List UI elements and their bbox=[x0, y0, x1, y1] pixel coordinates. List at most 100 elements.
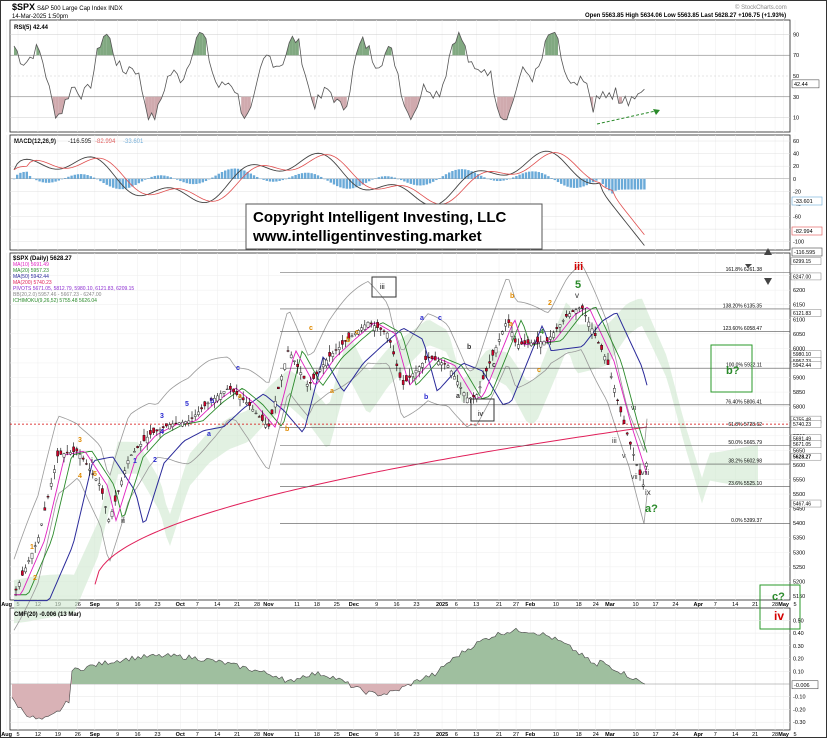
cmf-fill bbox=[510, 630, 513, 684]
wave-vi: vi bbox=[631, 405, 637, 412]
macd-histogram-bar bbox=[54, 178, 57, 182]
macd-histogram-bar bbox=[150, 176, 153, 179]
cmf-fill bbox=[159, 654, 162, 684]
macd-tag bbox=[791, 226, 823, 236]
cmf-fill bbox=[531, 632, 534, 684]
candle-body bbox=[181, 421, 184, 427]
fib-level-label: 50.0% 5665.79 bbox=[728, 440, 762, 446]
wave-label: c bbox=[355, 329, 359, 336]
candle-body bbox=[248, 401, 251, 406]
macd-histogram-bar bbox=[332, 178, 336, 185]
cmf-fill bbox=[15, 684, 18, 708]
candle-body bbox=[40, 523, 43, 526]
candle-body bbox=[283, 363, 287, 370]
x-tick-label: 25 bbox=[334, 602, 340, 608]
candle-body bbox=[229, 385, 232, 390]
cmf-fill bbox=[261, 670, 264, 684]
macd-tag-value: -82.994 bbox=[794, 229, 813, 235]
rsi-oversold-fill bbox=[55, 96, 59, 119]
macd-histogram-bar bbox=[294, 175, 297, 179]
cmf-fill bbox=[210, 658, 213, 684]
macd-histogram-bar bbox=[627, 178, 630, 190]
rsi-tick: 70 bbox=[793, 53, 799, 59]
price-legend-item: PIVOTS 5671.05, 5812.79, 5980.10, 6121.8… bbox=[13, 286, 134, 292]
price-legend-item: MA(10) 5691.49 bbox=[13, 262, 49, 268]
macd-histogram-bar bbox=[476, 174, 480, 179]
x-tick-label: Feb bbox=[525, 602, 535, 608]
macd-histogram-bar bbox=[595, 178, 598, 181]
cmf-fill bbox=[603, 661, 606, 684]
candle-body bbox=[638, 469, 642, 475]
cmf-fill bbox=[246, 666, 249, 684]
cmf-fill bbox=[477, 641, 480, 684]
macd-histogram-bar bbox=[224, 170, 227, 179]
macd-histogram-bar bbox=[198, 178, 201, 184]
wave-c-question: c? bbox=[772, 591, 785, 603]
cmf-fill bbox=[507, 632, 510, 684]
cmf-fill bbox=[228, 662, 231, 684]
cmf-fill bbox=[417, 679, 420, 684]
wave-label: b bbox=[210, 398, 214, 405]
candle-body bbox=[449, 370, 453, 376]
macd-histogram-bar bbox=[115, 178, 118, 189]
wave-label: b bbox=[510, 293, 514, 300]
candle-body bbox=[635, 464, 639, 466]
cmf-fill bbox=[276, 676, 279, 684]
cmf-fill bbox=[600, 660, 603, 684]
candle-body bbox=[552, 332, 555, 338]
cmf-fill bbox=[465, 648, 468, 684]
cmf-fill bbox=[384, 684, 387, 695]
macd-histogram-bar bbox=[44, 178, 48, 183]
rsi-label: RSI(5) 42.44 bbox=[14, 25, 49, 31]
macd-histogram-bar bbox=[131, 178, 134, 187]
macd-tag-value: -116.595 bbox=[794, 250, 815, 256]
candle-body bbox=[37, 537, 40, 543]
macd-histogram-bar bbox=[368, 178, 371, 182]
candle-body bbox=[571, 310, 575, 313]
candle-body bbox=[24, 567, 27, 573]
candle-body bbox=[459, 386, 463, 389]
macd-histogram-bar bbox=[438, 178, 441, 179]
candle-body bbox=[376, 322, 379, 328]
candle-body bbox=[235, 391, 239, 395]
macd-histogram-bar bbox=[291, 176, 294, 179]
cmf-fill bbox=[471, 646, 474, 684]
candle-body bbox=[475, 394, 479, 399]
x-tick-label-bottom: 12 bbox=[35, 732, 41, 738]
cmf-fill bbox=[360, 684, 363, 692]
rsi-overbought-fill bbox=[295, 38, 299, 56]
macd-histogram-bar bbox=[307, 172, 310, 179]
x-tick-label: 14 bbox=[214, 602, 220, 608]
cmf-fill bbox=[243, 666, 246, 684]
macd-histogram-bar bbox=[425, 178, 428, 185]
price-tag-value: 5980.10 bbox=[793, 352, 811, 358]
x-tick-label: Sep bbox=[90, 602, 101, 608]
cmf-fill bbox=[297, 678, 300, 684]
x-tick-label: 18 bbox=[576, 602, 582, 608]
candle-body bbox=[408, 375, 411, 378]
x-tick-label-bottom: 16 bbox=[134, 732, 140, 738]
wave-label: 3 bbox=[160, 413, 164, 420]
cmf-fill bbox=[393, 684, 396, 691]
wave-label: 3 bbox=[78, 437, 82, 444]
macd-value: -116.595 bbox=[68, 139, 92, 145]
candle-body bbox=[574, 309, 578, 314]
cmf-fill bbox=[165, 653, 168, 684]
rsi-overbought-fill bbox=[196, 32, 200, 56]
cmf-fill bbox=[189, 655, 192, 684]
cmf-fill bbox=[351, 684, 354, 688]
macd-histogram-bar bbox=[316, 175, 320, 179]
macd-tick: -60 bbox=[793, 215, 801, 221]
cmf-fill bbox=[423, 675, 426, 684]
cmf-fill bbox=[240, 666, 243, 684]
cmf-fill bbox=[30, 684, 33, 718]
cmf-fill bbox=[504, 632, 507, 684]
candle-body bbox=[577, 307, 581, 309]
candle-body bbox=[75, 448, 79, 452]
cmf-fill bbox=[339, 678, 342, 684]
candle-body bbox=[369, 322, 373, 325]
copyright-line1: Copyright Intelligent Investing, LLC bbox=[253, 209, 506, 226]
candle-body bbox=[593, 333, 597, 337]
rsi-tick: 90 bbox=[793, 32, 799, 38]
